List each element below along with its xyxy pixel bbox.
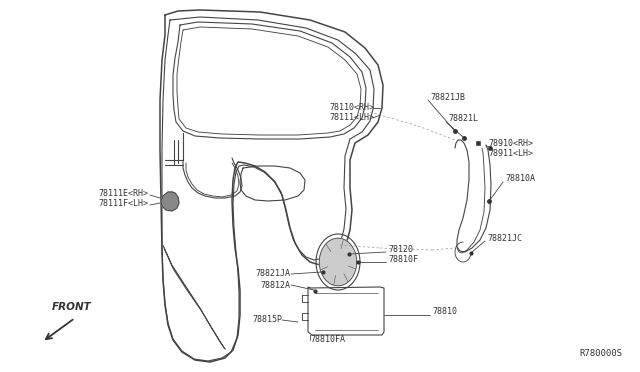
Polygon shape: [319, 238, 356, 286]
Text: 78821JB: 78821JB: [430, 93, 465, 102]
Text: 78111E<RH>: 78111E<RH>: [98, 189, 148, 198]
Text: 78111<LH>: 78111<LH>: [329, 112, 374, 122]
Polygon shape: [161, 192, 179, 211]
Text: 78910<RH>: 78910<RH>: [488, 138, 533, 148]
Text: 78111F<LH>: 78111F<LH>: [98, 199, 148, 208]
Text: 78810A: 78810A: [505, 173, 535, 183]
Text: 78110<RH>: 78110<RH>: [329, 103, 374, 112]
Text: 78815P: 78815P: [252, 315, 282, 324]
Text: FRONT: FRONT: [52, 302, 92, 312]
Text: 78120: 78120: [388, 244, 413, 253]
Text: 78810FA: 78810FA: [310, 336, 345, 344]
Text: R780000S: R780000S: [579, 349, 622, 358]
Text: 78821L: 78821L: [448, 113, 478, 122]
Text: 78812A: 78812A: [260, 280, 290, 289]
Text: 78810: 78810: [432, 308, 457, 317]
Text: 78821JA: 78821JA: [255, 269, 290, 279]
Text: 78911<LH>: 78911<LH>: [488, 148, 533, 157]
Text: 78810F: 78810F: [388, 256, 418, 264]
Text: 78821JC: 78821JC: [487, 234, 522, 243]
